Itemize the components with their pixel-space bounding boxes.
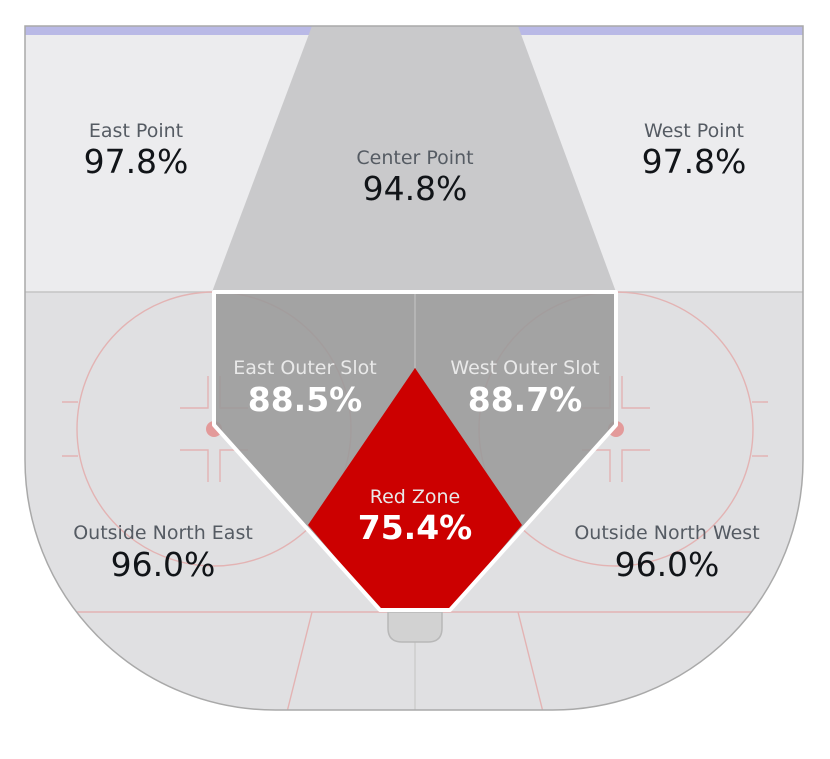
zone-center-point[interactable] bbox=[212, 26, 616, 292]
east-point-label: East Point bbox=[89, 120, 183, 142]
red-zone-value: 75.4% bbox=[358, 508, 473, 547]
outside-north-east-value: 96.0% bbox=[111, 545, 216, 584]
west-outer-slot-value: 88.7% bbox=[468, 380, 583, 419]
east-outer-slot-value: 88.5% bbox=[248, 380, 363, 419]
east-outer-slot-label: East Outer Slot bbox=[233, 357, 376, 379]
west-point-label: West Point bbox=[644, 120, 744, 142]
slot-outline bbox=[212, 290, 618, 612]
west-outer-slot-label: West Outer Slot bbox=[450, 357, 599, 379]
zone-red-zone[interactable] bbox=[308, 368, 522, 610]
outside-north-west-value: 96.0% bbox=[615, 545, 720, 584]
red-zone-label: Red Zone bbox=[370, 486, 461, 508]
center-point-value: 94.8% bbox=[363, 169, 468, 208]
center-point-label: Center Point bbox=[356, 147, 473, 169]
east-point-value: 97.8% bbox=[84, 142, 189, 181]
outside-north-west-label: Outside North West bbox=[574, 522, 759, 544]
goal-net bbox=[387, 611, 443, 643]
outside-north-east-label: Outside North East bbox=[73, 522, 253, 544]
rink-border bbox=[24, 25, 804, 711]
west-point-value: 97.8% bbox=[642, 142, 747, 181]
